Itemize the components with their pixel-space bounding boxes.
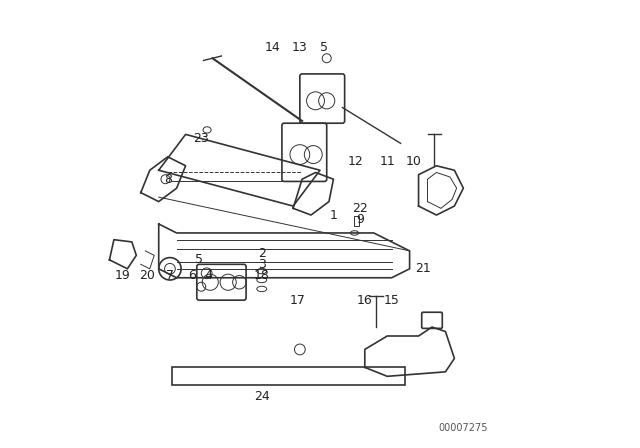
Text: 18: 18 xyxy=(254,269,269,282)
Text: 20: 20 xyxy=(140,269,156,282)
Text: 6: 6 xyxy=(188,269,196,282)
Bar xyxy=(172,367,405,385)
Text: 2: 2 xyxy=(258,246,266,260)
Text: 3: 3 xyxy=(258,258,266,271)
Text: 11: 11 xyxy=(380,155,395,168)
Text: 10: 10 xyxy=(406,155,422,168)
Text: 7: 7 xyxy=(166,269,174,282)
Text: 5: 5 xyxy=(195,253,203,267)
Text: 16: 16 xyxy=(357,293,372,307)
Text: 21: 21 xyxy=(415,262,431,276)
Bar xyxy=(355,216,359,226)
Text: 24: 24 xyxy=(254,390,269,403)
Text: 13: 13 xyxy=(292,40,308,54)
Text: 23: 23 xyxy=(193,132,209,146)
Text: 15: 15 xyxy=(384,293,399,307)
Text: 17: 17 xyxy=(290,293,305,307)
Text: 14: 14 xyxy=(265,40,281,54)
Text: 12: 12 xyxy=(348,155,364,168)
Text: 19: 19 xyxy=(115,269,131,282)
Text: 5: 5 xyxy=(321,40,328,54)
Text: 4: 4 xyxy=(204,269,212,282)
Text: 9: 9 xyxy=(356,213,364,226)
Text: 8: 8 xyxy=(164,172,172,186)
Text: 1: 1 xyxy=(330,208,337,222)
Text: 00007275: 00007275 xyxy=(438,423,488,433)
Text: 22: 22 xyxy=(353,202,368,215)
